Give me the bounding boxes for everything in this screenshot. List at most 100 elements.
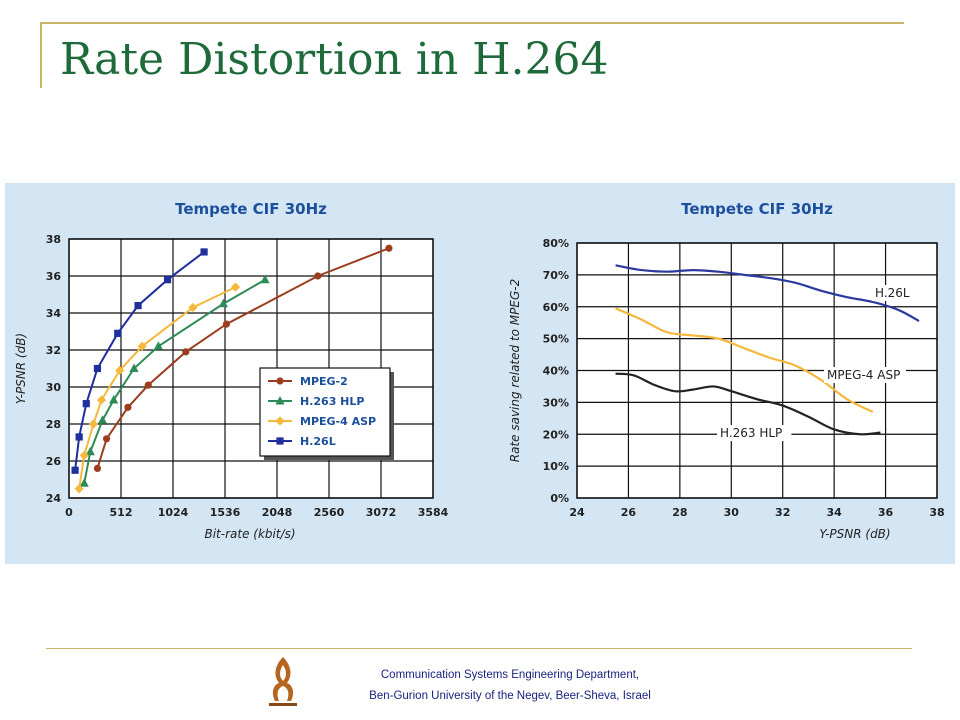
x-tick-label: 512	[110, 506, 133, 519]
legend-marker	[276, 437, 284, 445]
data-point	[222, 320, 231, 328]
footer-university: Ben-Gurion University of the Negev, Beer…	[369, 690, 651, 702]
chart-title: Tempete CIF 30Hz	[681, 200, 833, 218]
series-line	[615, 372, 881, 436]
chart-psnr-vs-bitrate: Tempete CIF 30Hz 0 512 1024 1536 2048 2560 3072…	[14, 200, 449, 541]
y-tick-label: 34	[46, 307, 62, 320]
x-axis-label: Y-PSNR (dB)	[819, 527, 890, 541]
x-tick-label: 1536	[210, 506, 241, 519]
data-point	[153, 341, 163, 350]
series-line	[615, 264, 920, 323]
data-point	[182, 348, 190, 356]
data-point	[102, 435, 111, 443]
series-annotation: H.263 HLP	[720, 426, 782, 440]
y-tick-label: 24	[46, 492, 62, 505]
x-tick-label: 1024	[158, 506, 189, 519]
x-tick-label: 32	[775, 506, 790, 519]
annotation-bg	[717, 425, 792, 441]
y-tick-label: 70%	[543, 269, 569, 282]
y-tick-label: 28	[46, 418, 61, 431]
data-point	[137, 341, 147, 351]
annotation-bg	[872, 285, 916, 301]
data-point	[218, 298, 228, 308]
x-tick-label: 3584	[418, 506, 449, 519]
y-tick-label: 32	[46, 344, 61, 357]
x-tick-label: 2048	[262, 506, 293, 519]
data-point	[85, 446, 95, 456]
footer: Communication Systems Engineering Depart…	[320, 665, 700, 707]
series-line	[615, 307, 874, 413]
data-point	[144, 381, 152, 389]
annotation-bg	[824, 367, 906, 383]
y-axis-label: Y-PSNR (dB)	[14, 333, 28, 404]
x-tick-label: 0	[65, 506, 73, 519]
data-point	[163, 276, 172, 284]
y-tick-label: 30%	[543, 396, 569, 409]
legend-entry: H.26L	[300, 435, 336, 448]
data-point	[260, 274, 270, 284]
data-point	[385, 244, 393, 252]
x-tick-label: 24	[569, 506, 585, 519]
data-point	[134, 302, 142, 310]
data-point	[93, 464, 102, 472]
charts-svg: Tempete CIF 30Hz 0 512 1024 1536 2048 2560 3072…	[14, 200, 945, 541]
y-tick-label: 26	[46, 455, 62, 468]
series-annotation: MPEG-4 ASP	[827, 368, 900, 382]
data-point	[96, 395, 107, 405]
data-point	[115, 365, 125, 375]
x-tick-label: 34	[826, 506, 842, 519]
y-tick-label: 30	[46, 381, 62, 394]
y-tick-label: 0%	[550, 492, 569, 505]
data-point	[109, 394, 119, 404]
data-point	[200, 248, 208, 256]
y-tick-label: 50%	[543, 333, 569, 346]
university-logo-icon	[269, 657, 297, 706]
series-line	[83, 278, 266, 484]
data-point	[314, 272, 322, 280]
x-tick-label: 3072	[366, 506, 397, 519]
legend-marker	[275, 416, 285, 426]
data-point	[74, 484, 84, 494]
x-tick-label: 36	[878, 506, 894, 519]
x-tick-label: 38	[929, 506, 944, 519]
data-point	[82, 400, 90, 408]
slide-title: Rate Distortion in H.264	[60, 34, 609, 85]
data-point	[114, 329, 122, 337]
left-rule	[40, 22, 42, 88]
data-point	[129, 363, 139, 372]
legend-entry: H.263 HLP	[300, 395, 364, 408]
y-tick-label: 80%	[543, 237, 569, 250]
chart-title: Tempete CIF 30Hz	[175, 200, 327, 218]
data-point	[93, 364, 102, 373]
legend-marker	[276, 377, 284, 385]
y-axis-label: Rate saving related to MPEG-2	[508, 279, 522, 463]
data-point	[124, 403, 132, 411]
chart-rate-saving: Tempete CIF 30Hz 24 26 28 30 32 34 36 38 0% 10% 20%…	[508, 200, 945, 541]
legend-entry: MPEG-4 ASP	[300, 415, 376, 428]
series-annotation: H.26L	[875, 286, 910, 300]
figure-panel: Tempete CIF 30Hz 0 512 1024 1536 2048 2560 3072…	[5, 183, 955, 564]
series-line	[96, 247, 390, 469]
data-point	[79, 450, 89, 461]
footer-department: Communication Systems Engineering Depart…	[380, 669, 640, 681]
y-tick-label: 36	[46, 270, 62, 283]
legend-entry: MPEG-2	[300, 375, 348, 388]
y-tick-label: 40%	[543, 365, 569, 378]
x-tick-label: 26	[621, 506, 637, 519]
data-point	[79, 478, 89, 487]
series-line	[78, 286, 236, 489]
series-line	[74, 251, 205, 471]
x-tick-label: 28	[672, 506, 687, 519]
y-tick-label: 10%	[543, 460, 569, 473]
x-axis-label: Bit-rate (kbit/s)	[204, 527, 295, 541]
x-tick-label: 30	[724, 506, 740, 519]
data-point	[71, 466, 79, 474]
data-point	[75, 433, 83, 441]
bottom-rule	[46, 648, 912, 649]
data-point	[97, 415, 108, 424]
y-tick-label: 20%	[543, 428, 569, 441]
data-point	[88, 419, 98, 429]
top-rule	[40, 22, 904, 24]
y-tick-label: 38	[46, 233, 61, 246]
legend-marker	[275, 396, 285, 405]
